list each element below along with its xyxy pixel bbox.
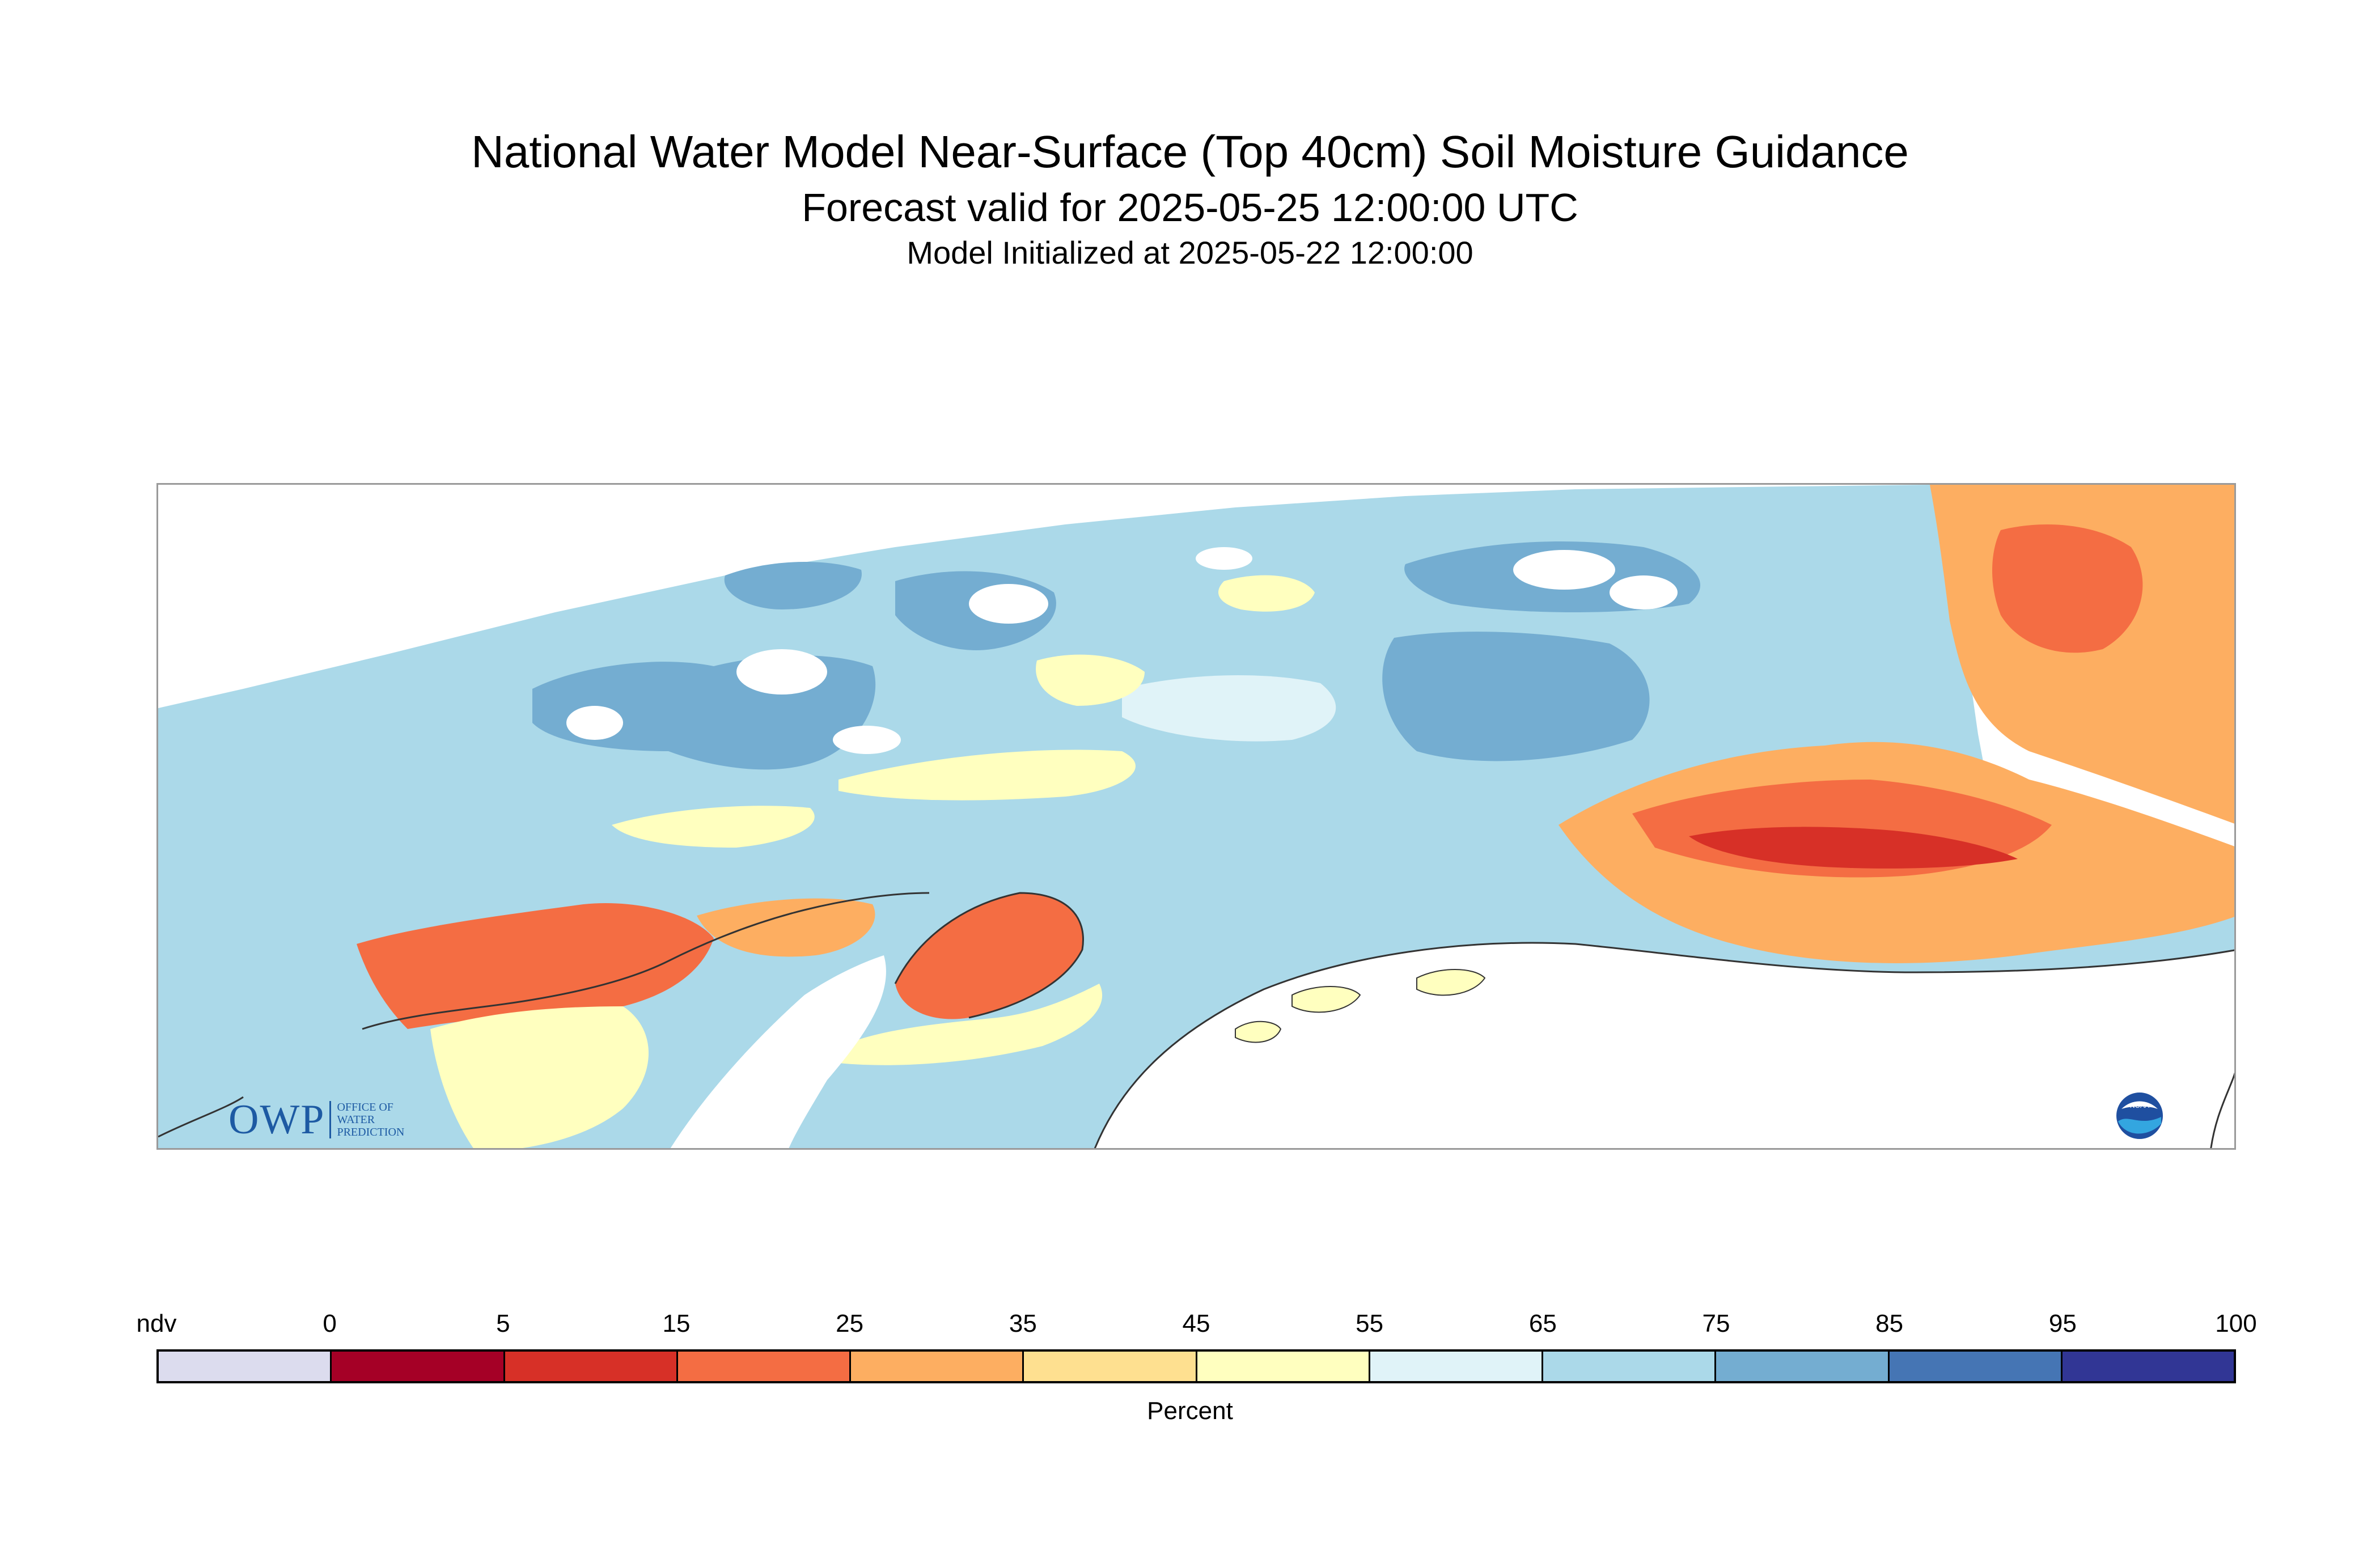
owp-logo: OWP Office of Water Prediction	[228, 1097, 404, 1142]
northeast-red-region	[1992, 524, 2143, 653]
legend-swatch	[505, 1352, 678, 1381]
owp-logo-line-3: Prediction	[337, 1126, 405, 1138]
legend-swatch	[332, 1352, 505, 1381]
legend-swatch	[1543, 1352, 1717, 1381]
legend-tick-label: 5	[496, 1310, 510, 1337]
owp-logo-divider	[329, 1101, 332, 1138]
peninsula-dry-region	[895, 893, 1083, 1019]
coastlines	[158, 892, 2234, 1148]
legend-swatch	[1024, 1352, 1197, 1381]
gulf-region	[1095, 943, 2234, 1148]
legend-tick-label: 95	[2048, 1310, 2077, 1337]
owp-logo-mark: OWP	[228, 1096, 325, 1143]
legend-tick-label: 100	[2215, 1310, 2257, 1337]
owp-logo-line-2: Water	[337, 1113, 375, 1126]
legend-tick-label: 55	[1356, 1310, 1384, 1337]
legend-swatch	[851, 1352, 1024, 1381]
southwest-dry-region	[357, 903, 714, 1029]
owp-logo-line-1: Office of	[337, 1101, 393, 1113]
legend-swatch	[2062, 1352, 2234, 1381]
legend-title: Percent	[1147, 1397, 1233, 1425]
legend-swatch	[1370, 1352, 1543, 1381]
legend-tick-label: 0	[323, 1310, 337, 1337]
ocean-region	[670, 955, 886, 1148]
near-normal-regions	[612, 575, 1336, 848]
legend-tick-label: 15	[662, 1310, 691, 1337]
gulf-islands	[1235, 969, 1486, 1043]
legend-tick-label: 85	[1875, 1310, 1904, 1337]
legend-tick-label: ndv	[136, 1310, 177, 1337]
legend-swatch	[1889, 1352, 2063, 1381]
noaa-logo: NOAA	[2115, 1091, 2164, 1140]
soil-moisture-map	[156, 483, 2236, 1150]
southwest-yellow-region	[430, 1006, 649, 1148]
legend-tick-label: 35	[1009, 1310, 1037, 1337]
color-legend	[156, 1349, 2236, 1383]
legend-tick-label: 45	[1182, 1310, 1210, 1337]
southeast-dark-red-streaks	[1689, 827, 2018, 869]
map-subtitle: Forecast valid for 2025-05-25 12:00:00 U…	[802, 185, 1578, 230]
legend-swatch	[159, 1352, 332, 1381]
snow-cover-patches	[566, 547, 1678, 754]
map-title: National Water Model Near-Surface (Top 4…	[471, 126, 1909, 177]
model-init-line: Model Initialized at 2025-05-22 12:00:00	[907, 235, 1473, 270]
peninsula-yellow-region	[827, 984, 1103, 1065]
legend-swatch	[677, 1352, 851, 1381]
legend-tick-label: 25	[836, 1310, 864, 1337]
legend-tick-label: 75	[1702, 1310, 1730, 1337]
southwest-orange-fringe	[697, 898, 875, 957]
owp-logo-text: Office of Water Prediction	[337, 1101, 404, 1138]
map-canvas	[158, 485, 2234, 1148]
noaa-logo-text: NOAA	[2130, 1102, 2149, 1110]
legend-swatch	[1716, 1352, 1890, 1381]
legend-tick-label: 65	[1528, 1310, 1557, 1337]
legend-swatch	[1197, 1352, 1370, 1381]
